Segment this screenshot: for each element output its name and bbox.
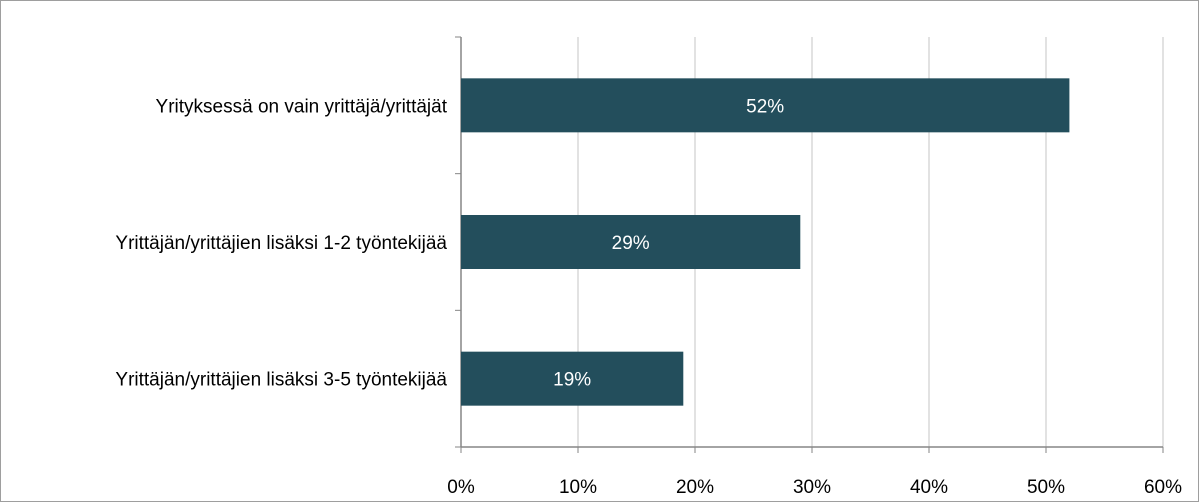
x-tick-labels: 0% 10% 20% 30% 40% 50% 60% — [447, 477, 1182, 498]
x-tick-label: 50% — [1027, 477, 1065, 498]
x-tick-label: 30% — [793, 477, 831, 498]
category-label: Yrittäjän/yrittäjien lisäksi 1-2 työntek… — [115, 233, 447, 254]
data-label: 19% — [553, 370, 591, 391]
data-label: 29% — [612, 233, 650, 254]
category-label: Yrityksessä on vain yrittäjä/yrittäjät — [156, 96, 448, 117]
bar-2 — [461, 215, 801, 269]
category-label: Yrittäjän/yrittäjien lisäksi 3-5 työntek… — [115, 370, 447, 391]
x-tick-label: 40% — [910, 477, 948, 498]
bar-1 — [461, 78, 1070, 133]
bars — [461, 78, 1070, 406]
x-tick-label: 60% — [1144, 477, 1182, 498]
data-label: 52% — [746, 96, 784, 117]
data-labels: 52% 29% 19% — [553, 96, 784, 390]
category-labels: Yrityksessä on vain yrittäjä/yrittäjät Yr… — [115, 96, 447, 390]
x-tick-label: 0% — [447, 477, 475, 498]
bar-3 — [461, 351, 684, 406]
x-tick-label: 20% — [676, 477, 714, 498]
x-tick-label: 10% — [559, 477, 597, 498]
